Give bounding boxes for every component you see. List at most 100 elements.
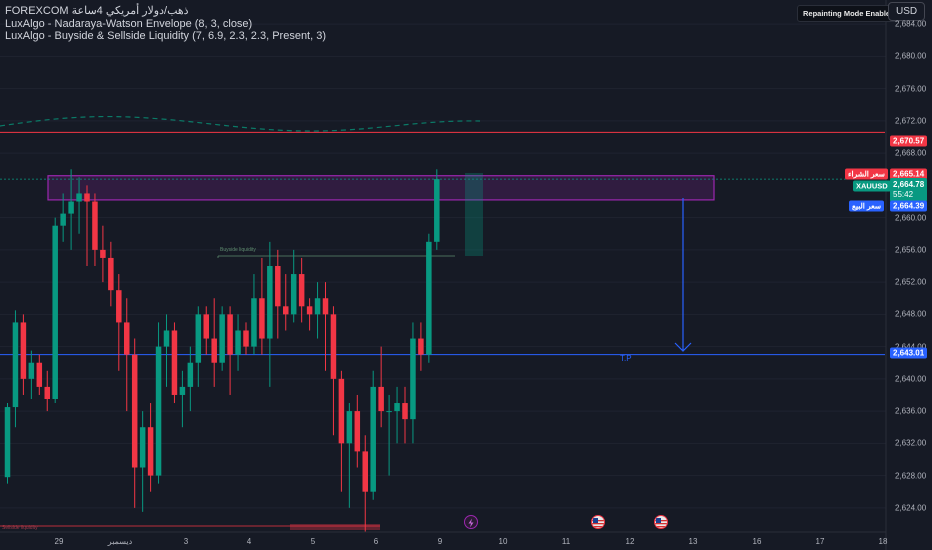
y-tick-label: 2,624.00	[895, 503, 927, 513]
indicator-nadaraya[interactable]: LuxAlgo - Nadaraya-Watson Envelope (8, 3…	[5, 17, 253, 30]
candle-bearish[interactable]	[227, 314, 233, 355]
candle-bullish[interactable]	[12, 322, 19, 408]
candle-bullish[interactable]	[370, 386, 376, 492]
candle-bearish[interactable]	[36, 362, 43, 387]
symbol-title[interactable]: FOREXCOM ذهب/دولار أمريكي 4ساعة	[5, 5, 189, 17]
y-tick-label: 2,660.00	[895, 213, 927, 223]
sellside-liquidity-label: Sellside liquidity	[2, 525, 38, 531]
candle-bearish[interactable]	[203, 314, 210, 339]
x-tick-label: 13	[688, 537, 698, 546]
candle-bullish[interactable]	[139, 427, 146, 468]
last-candle-highlight	[465, 173, 483, 256]
candle-bearish[interactable]	[306, 306, 313, 315]
candle-bullish[interactable]	[179, 386, 186, 395]
candle-bearish[interactable]	[402, 403, 408, 420]
bid-tag: سعر البيع	[849, 200, 885, 212]
candle-bullish[interactable]	[386, 411, 392, 413]
candle-bearish[interactable]	[131, 354, 138, 468]
take-profit-label: T.P	[620, 354, 632, 363]
candles	[4, 169, 440, 532]
x-tick-label: 4	[246, 537, 252, 546]
candle-bullish[interactable]	[163, 330, 170, 347]
currency-button[interactable]: USD	[888, 2, 926, 21]
candle-bullish[interactable]	[155, 346, 162, 476]
x-tick-label: 17	[815, 537, 825, 546]
candle-bearish[interactable]	[418, 338, 424, 355]
y-tick-label: 2,672.00	[895, 116, 927, 126]
candle-bullish[interactable]	[410, 338, 416, 420]
candle-bullish[interactable]	[68, 201, 74, 214]
buyside-liquidity-line	[217, 255, 455, 258]
candle-bullish[interactable]	[290, 274, 297, 315]
candle-bullish[interactable]	[235, 330, 241, 355]
candle-bullish[interactable]	[251, 298, 257, 347]
candle-bullish[interactable]	[426, 241, 432, 355]
candle-bearish[interactable]	[283, 306, 289, 315]
y-tick-label: 2,652.00	[895, 277, 927, 287]
supply-zone	[47, 175, 715, 201]
candle-bearish[interactable]	[259, 298, 265, 339]
y-tick-label: 2,648.00	[895, 309, 927, 319]
candle-bearish[interactable]	[116, 290, 122, 323]
candle-bullish[interactable]	[28, 362, 35, 379]
candle-bearish[interactable]	[92, 201, 98, 250]
x-tick-label: 10	[498, 537, 508, 546]
candle-bullish[interactable]	[267, 266, 273, 339]
candle-bearish[interactable]	[378, 386, 384, 412]
y-tick-label: 2,628.00	[895, 471, 927, 481]
x-tick-label: 16	[752, 537, 762, 546]
candle-bullish[interactable]	[187, 362, 194, 387]
y-tick-label: 2,668.00	[895, 148, 927, 158]
candle-bullish[interactable]	[60, 213, 66, 226]
candle-bearish[interactable]	[100, 249, 106, 258]
lightning-event-icon[interactable]	[464, 515, 478, 529]
x-tick-label: 11	[561, 537, 571, 546]
candle-bearish[interactable]	[20, 322, 27, 379]
chart-grid	[0, 23, 886, 509]
candle-bearish[interactable]	[330, 314, 337, 379]
candle-bearish[interactable]	[275, 266, 281, 307]
candle-bearish[interactable]	[354, 411, 361, 452]
us-flag-event-icon[interactable]	[654, 515, 668, 529]
candle-bearish[interactable]	[322, 298, 329, 315]
y-tick-label: 2,636.00	[895, 406, 927, 416]
candle-bearish[interactable]	[298, 274, 305, 307]
candle-bearish[interactable]	[44, 386, 51, 399]
candle-bullish[interactable]	[219, 314, 225, 363]
candle-bullish[interactable]	[4, 407, 11, 478]
candle-bearish[interactable]	[211, 338, 217, 363]
y-tick-label: 2,684.00	[895, 19, 927, 29]
x-tick-label: 3	[183, 537, 189, 546]
candle-bearish[interactable]	[243, 330, 249, 347]
candle-bullish[interactable]	[314, 298, 321, 315]
last-price-value: 2,664.78	[893, 180, 925, 189]
candle-bearish[interactable]	[362, 451, 369, 492]
repainting-badge: Repainting Mode Enabled	[797, 5, 901, 22]
candle-bullish[interactable]	[76, 193, 82, 202]
candle-bearish[interactable]	[108, 257, 114, 291]
y-tick-label: 2,644.00	[895, 342, 926, 351]
ask-price-label: 2,665.14	[890, 168, 928, 180]
target-arrow	[674, 198, 692, 352]
candle-bullish[interactable]	[52, 225, 58, 399]
last-price-label: 2,664.78 55:42	[890, 178, 928, 202]
candle-bearish[interactable]	[338, 378, 345, 444]
candle-bullish[interactable]	[346, 411, 353, 444]
candle-bearish[interactable]	[84, 193, 90, 202]
y-tick-label: 2,632.00	[895, 438, 927, 448]
x-tick-label: 5	[310, 537, 316, 546]
candle-bearish[interactable]	[171, 330, 178, 395]
candle-bearish[interactable]	[124, 322, 130, 355]
indicator-liquidity[interactable]: LuxAlgo - Buyside & Sellside Liquidity (…	[5, 30, 327, 42]
candle-bullish[interactable]	[195, 314, 202, 363]
us-flag-event-icon[interactable]	[591, 515, 605, 529]
buyside-liquidity-label: Buyside liquidity	[220, 247, 256, 253]
target-price-label: 2,643.01	[890, 347, 928, 359]
candle-bullish[interactable]	[394, 403, 400, 412]
sellside-liquidity-box	[290, 524, 380, 530]
countdown: 55:42	[893, 190, 914, 199]
candle-bullish[interactable]	[434, 179, 440, 242]
x-tick-label: 6	[373, 537, 379, 546]
candle-bearish[interactable]	[147, 427, 154, 476]
